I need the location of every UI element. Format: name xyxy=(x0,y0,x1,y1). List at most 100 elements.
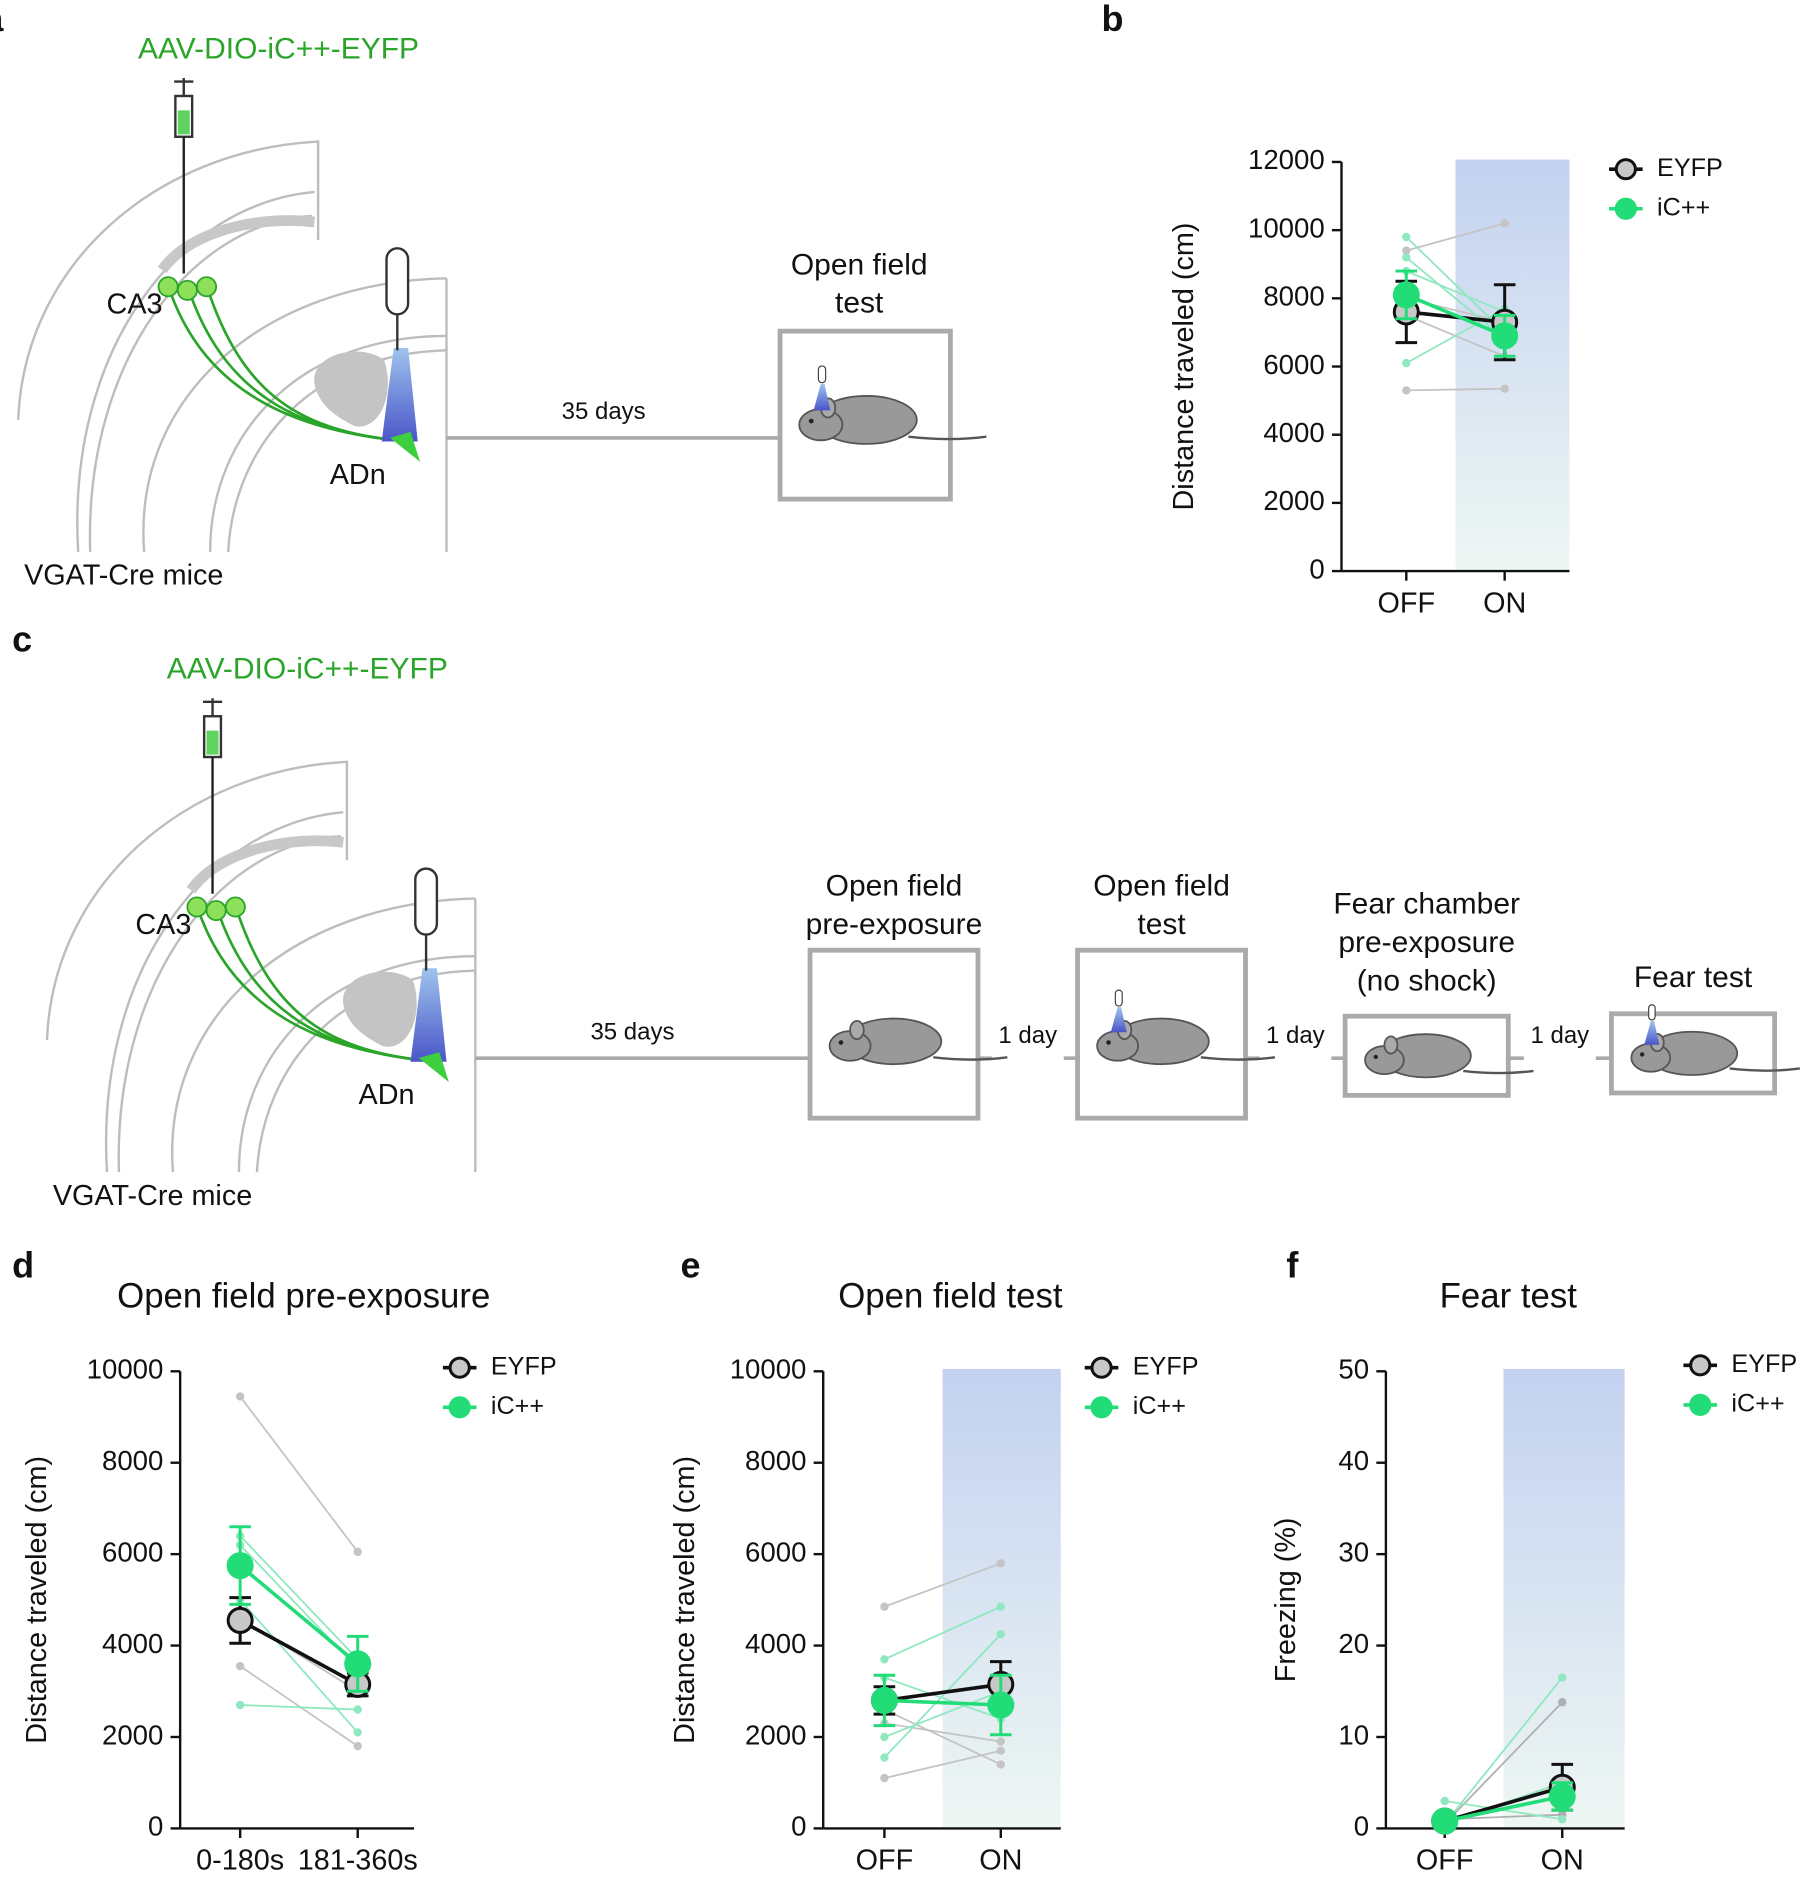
mean-line xyxy=(884,1682,1002,1703)
light-on-shade xyxy=(1455,159,1570,572)
hippocampus-band xyxy=(157,215,316,274)
region-label: ADn xyxy=(330,459,386,491)
interval-label: 1 day xyxy=(1531,1022,1590,1049)
y-axis-label: Distance traveled (cm) xyxy=(21,1456,53,1744)
individual-point xyxy=(353,1705,362,1714)
x-tick-label: OFF xyxy=(856,1845,914,1877)
individual-line xyxy=(1405,236,1506,334)
legend-label: EYFP xyxy=(1731,1350,1797,1378)
mean-line xyxy=(239,1618,359,1686)
individual-point xyxy=(235,1392,245,1401)
individual-point xyxy=(1558,1698,1567,1707)
legend-label: iC++ xyxy=(1133,1392,1186,1420)
y-tick-label: 30 xyxy=(1338,1536,1369,1567)
mean-line xyxy=(1444,1794,1563,1823)
individual-point xyxy=(996,1559,1005,1568)
light-cone xyxy=(813,383,831,411)
y-tick-label: 6000 xyxy=(102,1536,163,1567)
mouse-head xyxy=(798,408,844,442)
brain-outline xyxy=(16,140,320,420)
individual-line xyxy=(239,1665,359,1747)
optic-fiber xyxy=(1114,989,1123,1007)
y-tick-label: 0 xyxy=(791,1811,806,1842)
brain-outline xyxy=(88,214,313,552)
y-tick-label: 0 xyxy=(148,1811,163,1842)
delay-label: 35 days xyxy=(562,398,646,425)
legend-label: iC++ xyxy=(1731,1390,1784,1418)
mean-marker xyxy=(226,1552,254,1580)
mouse-eye xyxy=(808,418,814,424)
chart-title: Open field test xyxy=(838,1277,1063,1315)
optic-fiber xyxy=(1648,1004,1656,1021)
individual-line xyxy=(1406,387,1505,392)
y-tick-label: 50 xyxy=(1338,1354,1369,1385)
individual-line xyxy=(884,1562,1002,1608)
legend-label: iC++ xyxy=(491,1392,544,1420)
chart-title: Fear test xyxy=(1440,1277,1578,1315)
individual-point xyxy=(1558,1673,1567,1682)
individual-line xyxy=(884,1676,1002,1720)
step-label: pre-exposure xyxy=(1338,926,1515,959)
mean-line xyxy=(1405,293,1506,338)
mouse-head xyxy=(1364,1045,1405,1076)
brain-outline xyxy=(117,835,341,1173)
mouse-eye xyxy=(838,1040,844,1045)
mouse-eye xyxy=(1640,1052,1645,1057)
mouse-tail xyxy=(1729,1067,1800,1072)
y-tick-label: 0 xyxy=(1354,1811,1369,1842)
interval-bg xyxy=(1523,1041,1596,1075)
mean-line xyxy=(884,1698,1001,1707)
axon xyxy=(234,905,438,1064)
y-axis-label: Distance traveled (cm) xyxy=(1168,223,1200,511)
mean-marker xyxy=(1392,281,1420,309)
delay-label: 35 days xyxy=(590,1018,674,1045)
individual-line xyxy=(239,1535,359,1660)
individual-point xyxy=(996,1737,1005,1746)
step-label: test xyxy=(1137,908,1186,941)
step-label: Fear test xyxy=(1634,961,1753,994)
individual-point xyxy=(1402,232,1411,242)
individual-line xyxy=(239,1395,359,1553)
ca3-cell xyxy=(205,900,227,922)
individual-point xyxy=(1402,253,1411,262)
legend-marker xyxy=(448,1356,471,1379)
y-tick-label: 10 xyxy=(1338,1719,1369,1750)
x-tick-label: ON xyxy=(1483,587,1526,619)
individual-point xyxy=(1440,1796,1449,1806)
step-label: test xyxy=(835,287,884,320)
legend-marker xyxy=(1614,197,1637,220)
brain-outline xyxy=(76,190,315,552)
individual-line xyxy=(884,1605,1002,1661)
individual-point xyxy=(996,1629,1005,1639)
individual-point xyxy=(1558,1815,1567,1824)
ca3-cell xyxy=(176,279,198,301)
panel-letter: f xyxy=(1286,1245,1299,1286)
region-label: CA3 xyxy=(135,909,191,941)
mouse-head xyxy=(1630,1042,1672,1073)
mean-marker xyxy=(226,1606,254,1634)
brain-outline xyxy=(237,954,476,1173)
individual-line xyxy=(1405,307,1506,364)
panel-letter: b xyxy=(1102,0,1124,39)
individual-line xyxy=(1406,222,1505,252)
mean-line xyxy=(238,1564,359,1666)
y-tick-label: 8000 xyxy=(102,1445,163,1476)
virus-label: AAV-DIO-iC++-EYFP xyxy=(167,653,448,686)
brain-outline xyxy=(104,811,344,1173)
mean-marker xyxy=(1491,322,1519,350)
individual-point xyxy=(1402,358,1411,368)
individual-line xyxy=(883,1633,1002,1759)
light-cone xyxy=(410,968,447,1062)
y-tick-label: 10000 xyxy=(87,1354,164,1385)
y-tick-label: 4000 xyxy=(745,1628,806,1659)
individual-point xyxy=(880,1602,889,1611)
legend-label: EYFP xyxy=(491,1352,557,1380)
individual-point xyxy=(996,1746,1005,1755)
mouse-head xyxy=(1096,1030,1140,1062)
individual-line xyxy=(1443,1677,1563,1825)
light-on-shade xyxy=(1503,1368,1625,1829)
x-tick-label: 0-180s xyxy=(196,1845,284,1877)
legend-label: EYFP xyxy=(1657,154,1723,182)
y-tick-label: 6000 xyxy=(1263,349,1324,380)
